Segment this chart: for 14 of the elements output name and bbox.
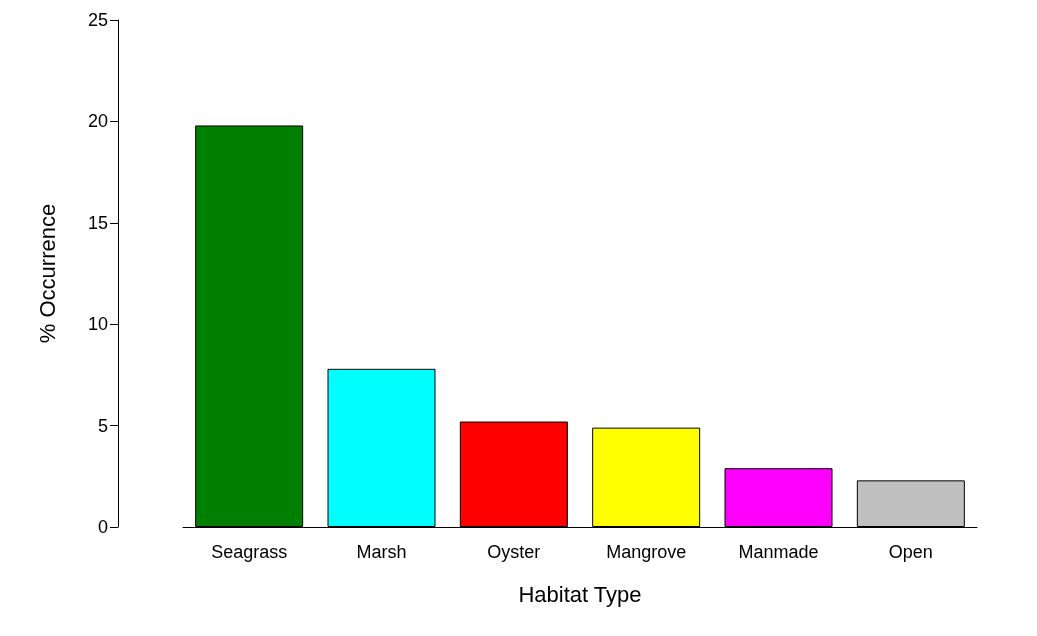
y-tick-label: 25 [87, 10, 108, 30]
y-axis-title: % Occurrence [34, 203, 60, 344]
y-tick-label: 15 [87, 212, 108, 233]
x-axis-title: Habitat Type [518, 581, 642, 607]
y-tick-label: 0 [97, 517, 108, 537]
x-tick-label: Manmade [738, 542, 819, 562]
x-tick-label: Oyster [487, 542, 541, 562]
y-tick-label: 5 [97, 415, 108, 436]
y-tick-label: 10 [87, 314, 108, 335]
x-tick-label: Open [888, 542, 933, 562]
x-tick-label: Mangrove [606, 542, 687, 562]
y-tick-label: 20 [87, 111, 108, 132]
x-tick-label: Seagrass [211, 542, 288, 562]
x-tick-label: Marsh [356, 542, 407, 562]
